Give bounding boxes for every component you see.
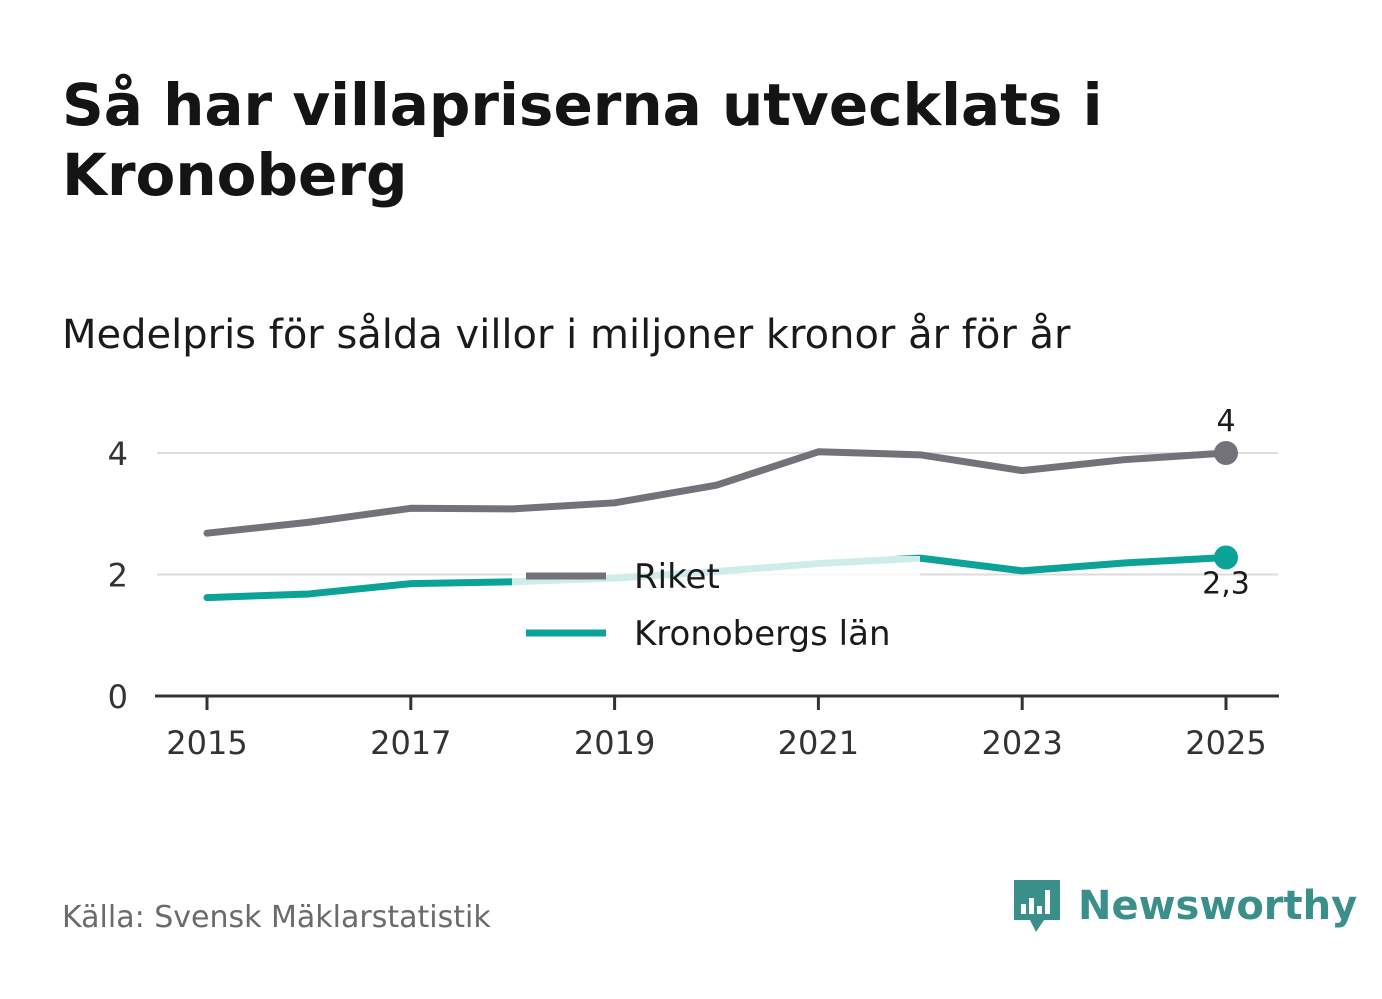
end-label: 4 bbox=[1216, 404, 1235, 439]
x-tick-label: 2017 bbox=[370, 724, 451, 762]
legend: Riket Kronobergs län bbox=[512, 556, 920, 686]
newsworthy-logo-icon bbox=[1014, 880, 1060, 932]
end-marker bbox=[1214, 441, 1238, 465]
x-axis: 2015 2017 2019 2021 2023 2025 bbox=[155, 694, 1279, 762]
x-tick-label: 2015 bbox=[166, 724, 247, 762]
end-label: 2,3 bbox=[1202, 566, 1250, 601]
y-tick-label: 2 bbox=[108, 557, 128, 595]
end-marker bbox=[1214, 545, 1238, 570]
y-tick-label: 0 bbox=[108, 678, 128, 716]
legend-label: Kronobergs län bbox=[634, 614, 891, 654]
series-line-riket bbox=[203, 448, 1230, 537]
x-tick-label: 2023 bbox=[981, 724, 1062, 762]
brand-name: Newsworthy bbox=[1078, 883, 1358, 929]
x-tick-label: 2019 bbox=[574, 724, 655, 762]
line-chart: 0 2 4 2015 2017 2019 2021 2023 2025 Riket Kronob… bbox=[108, 404, 1279, 762]
x-tick-label: 2021 bbox=[778, 724, 859, 762]
y-axis-ticks: 0 2 4 bbox=[108, 435, 128, 716]
chart-subtitle: Medelpris för sålda villor i miljoner kr… bbox=[62, 312, 1071, 358]
brand-logo: Newsworthy bbox=[1010, 876, 1357, 936]
end-labels: 42,3 bbox=[1202, 404, 1250, 601]
chart-title: Så har villapriserna utvecklats i Kronob… bbox=[62, 71, 1103, 209]
x-tick-label: 2025 bbox=[1185, 724, 1266, 762]
legend-label: Riket bbox=[634, 557, 720, 597]
source-note: Källa: Svensk Mäklarstatistik bbox=[62, 900, 491, 935]
y-tick-label: 4 bbox=[108, 435, 128, 473]
